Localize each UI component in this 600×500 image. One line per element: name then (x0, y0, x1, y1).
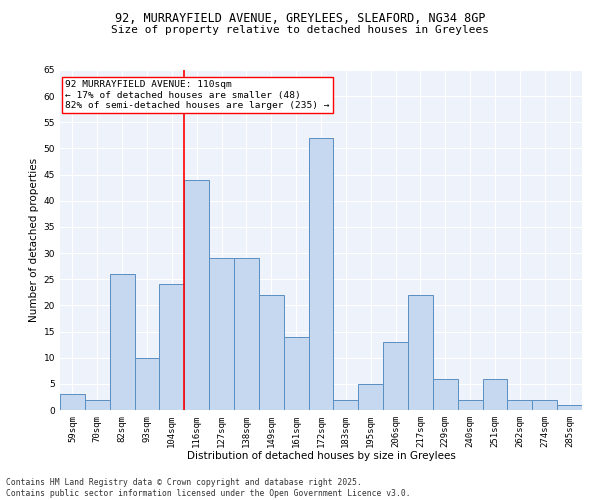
Bar (433, 378, 458, 410)
X-axis label: Distribution of detached houses by size in Greylees: Distribution of detached houses by size … (187, 452, 455, 462)
Text: 92 MURRAYFIELD AVENUE: 110sqm
← 17% of detached houses are smaller (48)
82% of s: 92 MURRAYFIELD AVENUE: 110sqm ← 17% of d… (65, 80, 330, 110)
Bar (134, 358, 160, 410)
Bar (358, 384, 383, 410)
Bar (110, 274, 134, 410)
Bar (85, 400, 110, 410)
Bar (557, 405, 582, 410)
Bar (482, 378, 508, 410)
Bar (160, 284, 184, 410)
Text: 92, MURRAYFIELD AVENUE, GREYLEES, SLEAFORD, NG34 8GP: 92, MURRAYFIELD AVENUE, GREYLEES, SLEAFO… (115, 12, 485, 26)
Bar (508, 400, 532, 410)
Bar (458, 400, 482, 410)
Bar (284, 337, 308, 410)
Text: Size of property relative to detached houses in Greylees: Size of property relative to detached ho… (111, 25, 489, 35)
Y-axis label: Number of detached properties: Number of detached properties (29, 158, 40, 322)
Bar (532, 400, 557, 410)
Bar (334, 400, 358, 410)
Bar (383, 342, 408, 410)
Bar (184, 180, 209, 410)
Bar (259, 295, 284, 410)
Bar (408, 295, 433, 410)
Bar (209, 258, 234, 410)
Bar (234, 258, 259, 410)
Bar (308, 138, 334, 410)
Bar (60, 394, 85, 410)
Text: Contains HM Land Registry data © Crown copyright and database right 2025.
Contai: Contains HM Land Registry data © Crown c… (6, 478, 410, 498)
